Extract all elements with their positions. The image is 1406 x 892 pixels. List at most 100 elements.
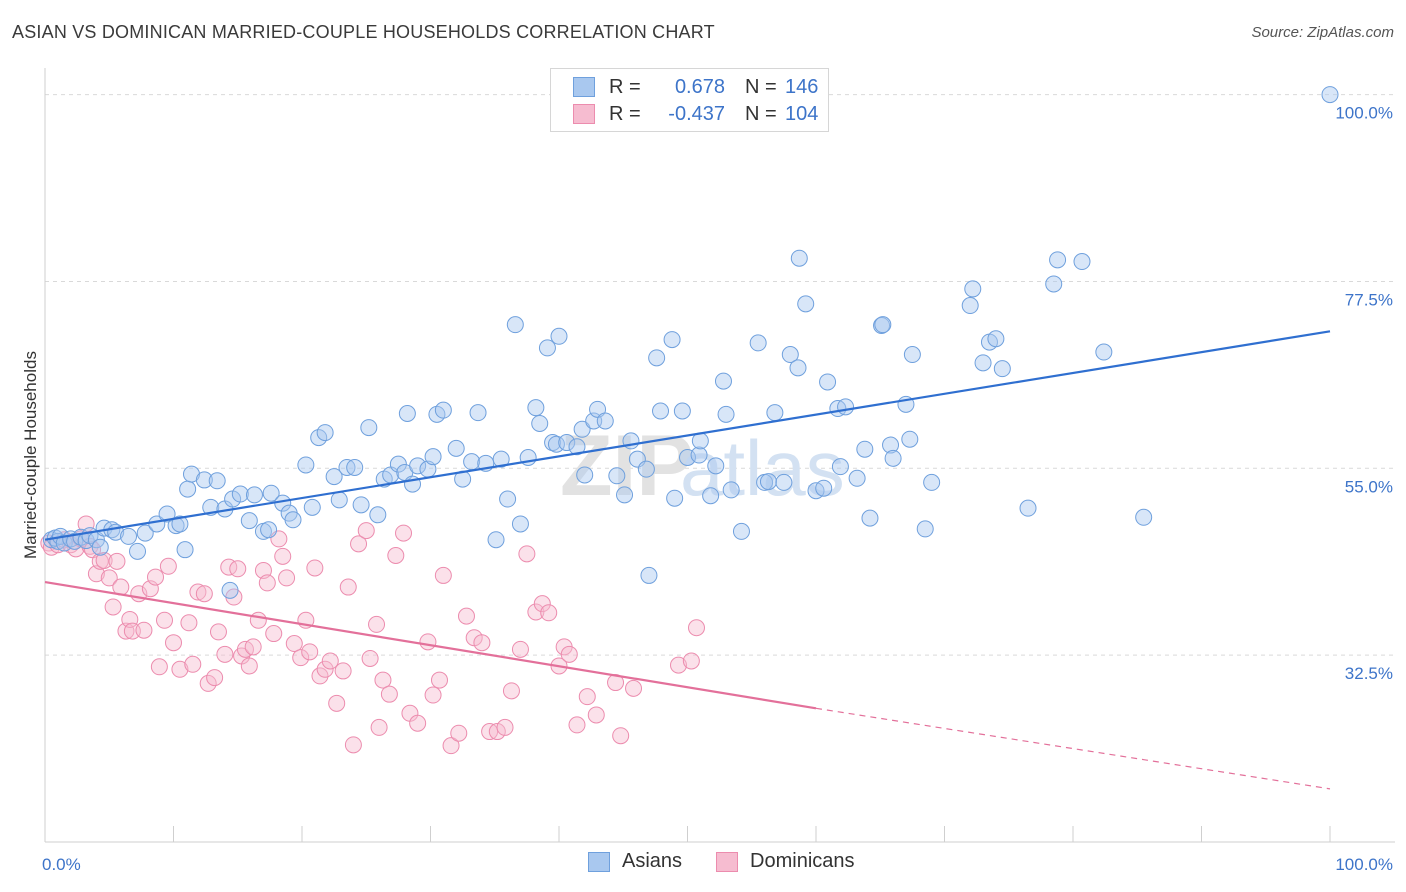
asian-point[interactable] [707, 457, 725, 475]
asian-point[interactable] [974, 354, 992, 372]
asian-point[interactable] [499, 490, 517, 508]
dominican-point[interactable] [625, 679, 643, 697]
dominican-point[interactable] [258, 574, 276, 592]
asian-point[interactable] [903, 346, 921, 364]
asian-point[interactable] [673, 402, 691, 420]
dominican-point[interactable] [578, 688, 596, 706]
asian-point[interactable] [882, 436, 900, 454]
asian-point[interactable] [260, 521, 278, 539]
asian-point[interactable] [596, 412, 614, 430]
asian-point[interactable] [663, 331, 681, 349]
dominican-point[interactable] [473, 634, 491, 652]
asian-point[interactable] [179, 480, 197, 498]
asian-point[interactable] [781, 346, 799, 364]
asian-point[interactable] [434, 401, 452, 419]
asian-point[interactable] [240, 512, 258, 530]
dominican-point[interactable] [95, 551, 113, 569]
asian-point[interactable] [558, 434, 576, 452]
asian-point[interactable] [837, 398, 855, 416]
dominican-point[interactable] [171, 660, 189, 678]
asian-point[interactable] [195, 471, 213, 489]
dominican-point[interactable] [334, 662, 352, 680]
asian-point[interactable] [1045, 275, 1063, 293]
asian-point[interactable] [666, 489, 684, 507]
dominican-point[interactable] [292, 649, 310, 667]
dominican-point[interactable] [108, 552, 126, 570]
dominican-point[interactable] [285, 635, 303, 653]
dominican-point[interactable] [278, 569, 296, 587]
dominican-point[interactable] [301, 643, 319, 661]
asian-point[interactable] [690, 446, 708, 464]
asian-point[interactable] [550, 327, 568, 345]
dominican-point[interactable] [209, 623, 227, 641]
asian-point[interactable] [732, 522, 750, 540]
dominican-point[interactable] [533, 595, 551, 613]
asian-point[interactable] [1135, 508, 1153, 526]
dominican-point[interactable] [380, 685, 398, 703]
asian-point[interactable] [1019, 499, 1037, 517]
asian-point[interactable] [538, 339, 556, 357]
asian-point[interactable] [231, 485, 249, 503]
asian-point[interactable] [797, 295, 815, 313]
dominican-point[interactable] [321, 652, 339, 670]
asian-point[interactable] [576, 466, 594, 484]
dominican-point[interactable] [442, 737, 460, 755]
asian-point[interactable] [789, 359, 807, 377]
asian-point[interactable] [129, 542, 147, 560]
dominican-point[interactable] [159, 557, 177, 575]
asian-point[interactable] [901, 430, 919, 448]
legend-item-asians[interactable]: Asians [588, 850, 682, 873]
dominican-point[interactable] [244, 638, 262, 656]
dominican-point[interactable] [409, 714, 427, 732]
asian-point[interactable] [573, 420, 591, 438]
dominican-point[interactable] [147, 568, 165, 586]
asian-point[interactable] [790, 249, 808, 267]
asian-point[interactable] [409, 457, 427, 475]
asian-point[interactable] [245, 486, 263, 504]
dominican-point[interactable] [457, 607, 475, 625]
asian-point[interactable] [262, 484, 280, 502]
dominican-point[interactable] [687, 619, 705, 637]
asian-point[interactable] [330, 491, 348, 509]
asian-point[interactable] [637, 460, 655, 478]
dominican-point[interactable] [306, 559, 324, 577]
dominican-point[interactable] [361, 649, 379, 667]
asian-point[interactable] [1049, 251, 1067, 269]
legend-item-dominicans[interactable]: Dominicans [716, 850, 855, 873]
asian-point[interactable] [171, 515, 189, 533]
dominican-point[interactable] [195, 585, 213, 603]
asian-point[interactable] [993, 360, 1011, 378]
asian-point[interactable] [874, 316, 892, 334]
asian-point[interactable] [369, 506, 387, 524]
asian-point[interactable] [424, 448, 442, 466]
asian-point[interactable] [447, 439, 465, 457]
asian-point[interactable] [136, 524, 154, 542]
dominican-point[interactable] [424, 686, 442, 704]
dominican-point[interactable] [370, 718, 388, 736]
dominican-point[interactable] [249, 611, 267, 629]
dominican-point[interactable] [682, 652, 700, 670]
dominican-point[interactable] [274, 547, 292, 565]
asian-point[interactable] [492, 450, 510, 468]
asian-point[interactable] [158, 505, 176, 523]
dominican-point[interactable] [419, 633, 437, 651]
asian-point[interactable] [568, 438, 586, 456]
asian-point[interactable] [848, 469, 866, 487]
dominican-point[interactable] [135, 621, 153, 639]
dominican-point[interactable] [450, 724, 468, 742]
asian-point[interactable] [640, 566, 658, 584]
asian-point[interactable] [398, 404, 416, 422]
dominican-point[interactable] [180, 614, 198, 632]
dominican-point[interactable] [395, 524, 413, 542]
asian-point[interactable] [861, 509, 879, 527]
dominican-point[interactable] [339, 578, 357, 596]
dominican-point[interactable] [357, 522, 375, 540]
asian-point[interactable] [91, 538, 109, 556]
asian-point[interactable] [120, 527, 138, 545]
dominican-point[interactable] [104, 598, 122, 616]
dominican-point[interactable] [434, 566, 452, 584]
dominican-point[interactable] [206, 669, 224, 687]
dominican-point[interactable] [612, 727, 630, 745]
asian-point[interactable] [961, 297, 979, 315]
asian-point[interactable] [527, 399, 545, 417]
